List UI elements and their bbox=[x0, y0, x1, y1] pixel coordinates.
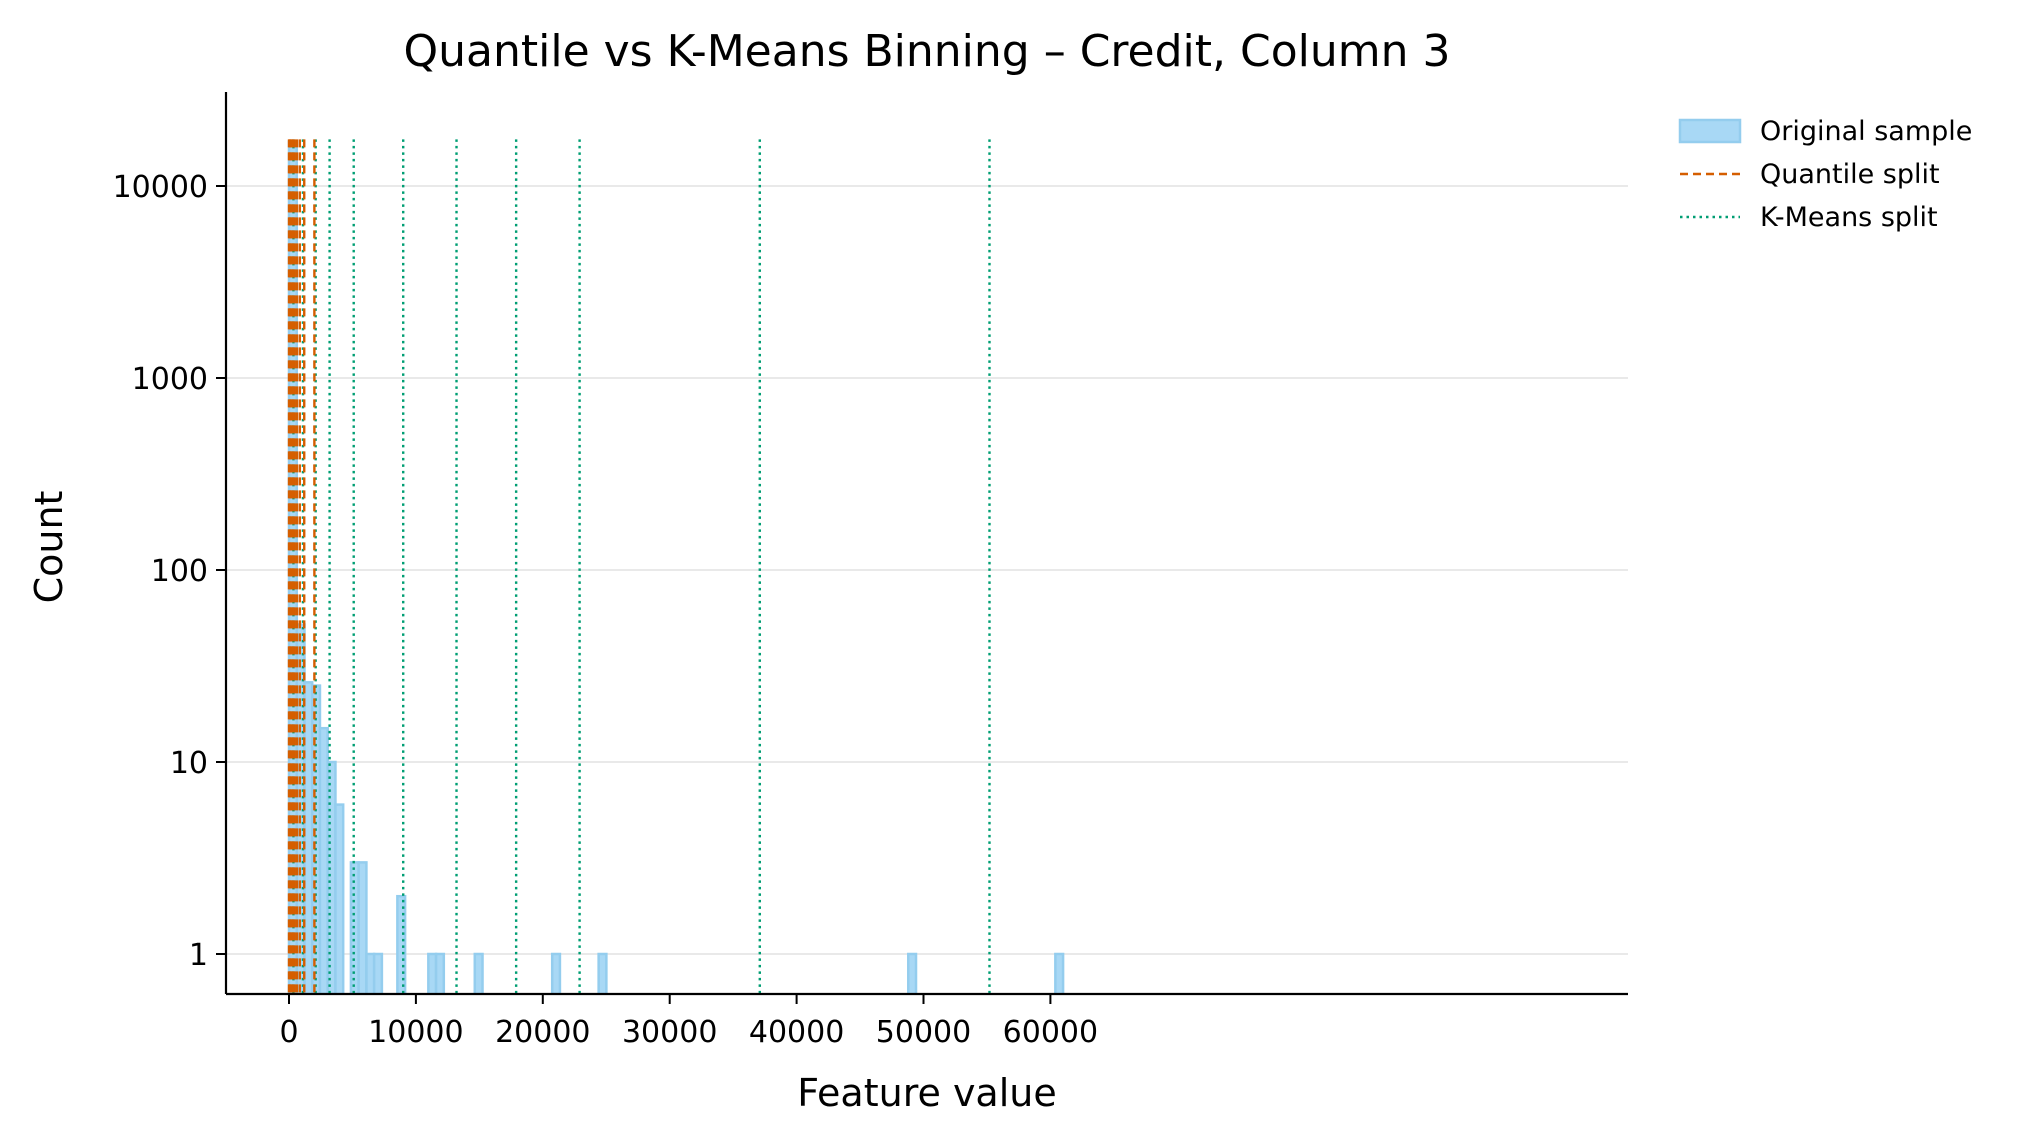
y-tick-label-3: 1000 bbox=[132, 362, 208, 397]
legend-label-0: Original sample bbox=[1760, 116, 1972, 147]
legend-item-0: Original sample bbox=[1678, 116, 1972, 147]
legend-item-2: K-Means split bbox=[1680, 202, 1938, 233]
hist-bar-14 bbox=[434, 952, 446, 994]
chart-title: Quantile vs K-Means Binning – Credit, Co… bbox=[404, 26, 1451, 77]
y-ticks: 1 10 100 1000 10000 bbox=[113, 170, 226, 973]
hist-bar-6 bbox=[334, 803, 345, 994]
y-tick-label-0: 1 bbox=[189, 938, 208, 973]
x-ticks: 0 10000 20000 30000 40000 50000 60000 bbox=[279, 994, 1098, 1050]
x-tick-label-3: 30000 bbox=[622, 1015, 717, 1050]
hist-bar-11 bbox=[372, 952, 384, 994]
x-tick-label-0: 0 bbox=[279, 1015, 298, 1050]
hist-bar-9 bbox=[357, 861, 368, 994]
grid bbox=[226, 185, 1628, 955]
hist-bar-18 bbox=[907, 952, 918, 994]
legend-item-1: Quantile split bbox=[1680, 159, 1940, 190]
hist-bar-16 bbox=[550, 952, 562, 994]
x-tick-label-5: 50000 bbox=[876, 1015, 971, 1050]
y-tick-label-4: 10000 bbox=[113, 170, 208, 205]
x-tick-label-1: 10000 bbox=[368, 1015, 463, 1050]
split-lines bbox=[287, 139, 991, 994]
y-tick-label-2: 100 bbox=[151, 554, 208, 589]
y-axis-label: Count bbox=[27, 491, 71, 604]
legend-swatch-0 bbox=[1678, 118, 1742, 144]
hist-bar-17 bbox=[597, 952, 608, 994]
hist-bar-12 bbox=[396, 894, 407, 994]
x-axis-label: Feature value bbox=[797, 1071, 1056, 1115]
hist-bar-19 bbox=[1054, 952, 1065, 994]
y-tick-label-1: 10 bbox=[170, 746, 208, 781]
legend-label-1: Quantile split bbox=[1760, 159, 1940, 190]
hist-bar-15 bbox=[473, 952, 484, 994]
legend: Original sample Quantile split K-Means spl… bbox=[1678, 116, 1972, 233]
x-tick-label-6: 60000 bbox=[1003, 1015, 1098, 1050]
x-tick-label-2: 20000 bbox=[495, 1015, 590, 1050]
x-tick-label-4: 40000 bbox=[749, 1015, 844, 1050]
legend-label-2: K-Means split bbox=[1760, 202, 1938, 233]
